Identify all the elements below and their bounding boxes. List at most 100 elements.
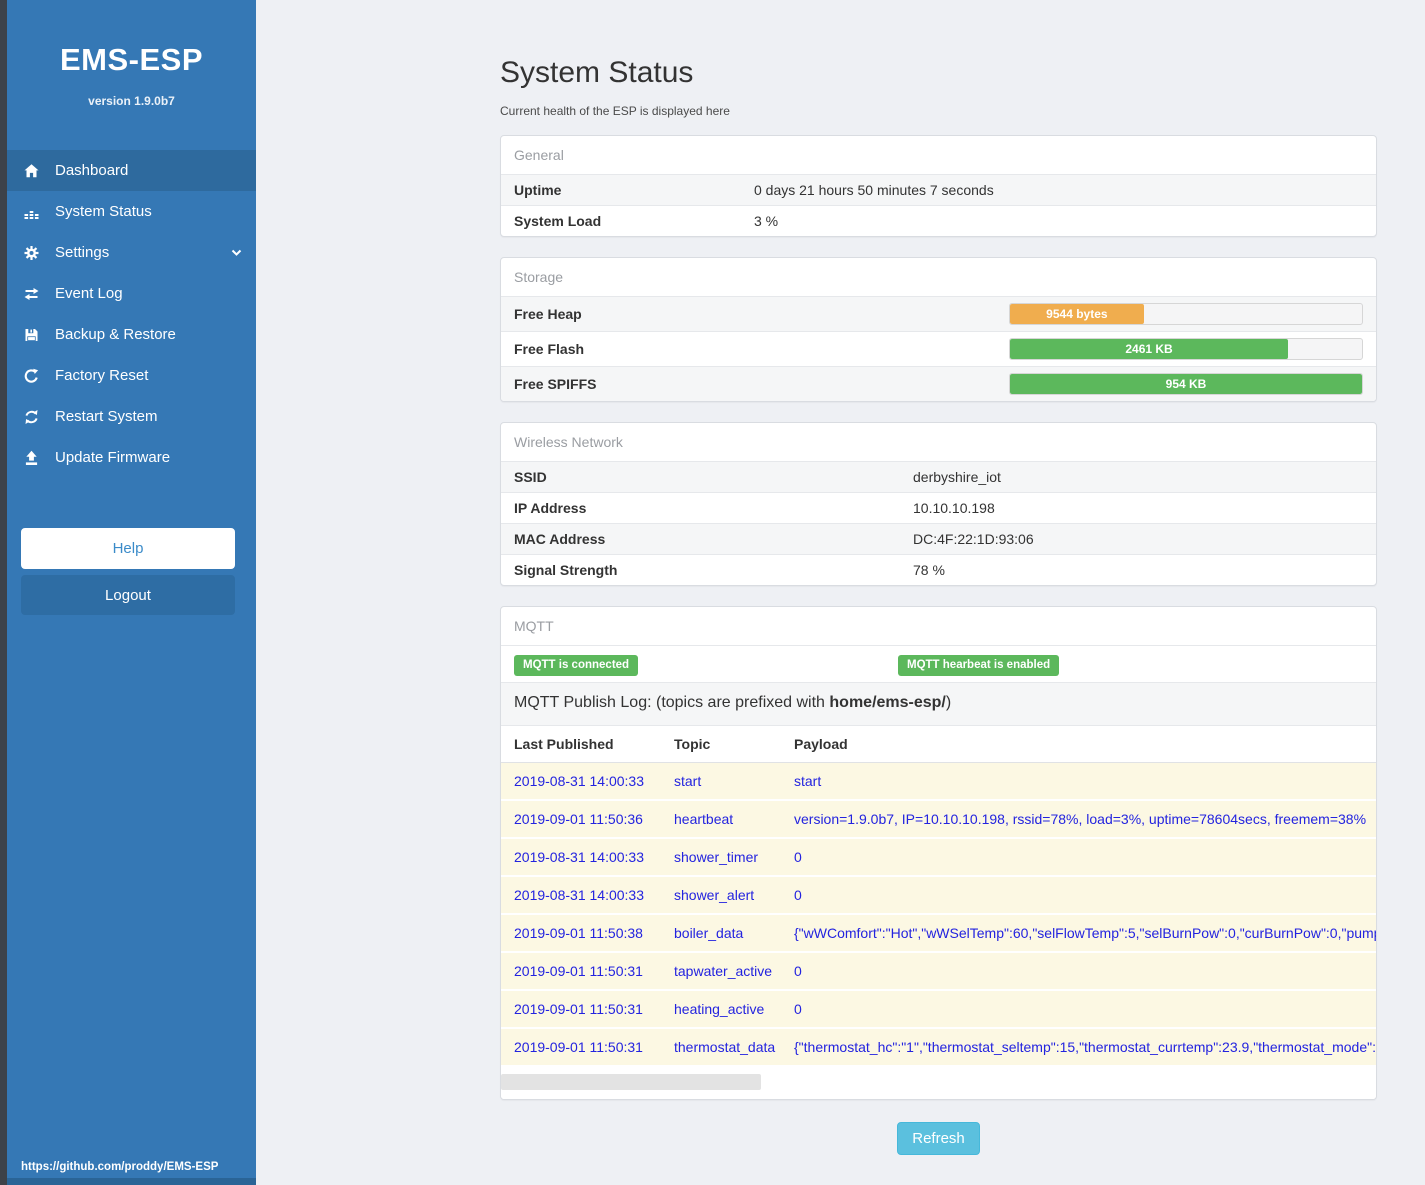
progress-bar-cell: 2461 KB bbox=[1009, 338, 1363, 360]
progress-track: 954 KB bbox=[1009, 373, 1363, 395]
sidebar-menu: Dashboard System Status Settings Event Log B… bbox=[7, 150, 256, 478]
sidebar-item-label: Dashboard bbox=[55, 162, 129, 179]
mqtt-panel: MQTT MQTT is connected MQTT hearbeat is … bbox=[500, 606, 1377, 1100]
publish-log-topic-prefix: home/ems-esp/ bbox=[829, 694, 946, 711]
home-icon bbox=[22, 163, 40, 179]
wireless-panel-title: Wireless Network bbox=[514, 434, 623, 450]
wireless-panel: Wireless Network SSID derbyshire_iot IP Ad… bbox=[500, 422, 1377, 586]
mqtt-log-payload: version=1.9.0b7, IP=10.10.10.198, rssid=… bbox=[781, 799, 1376, 838]
mqtt-publish-log-table: Last Published Topic Payload 2019-08-31 … bbox=[501, 725, 1376, 1065]
table-scroll-area bbox=[501, 1065, 1376, 1099]
page-title: System Status bbox=[500, 56, 694, 89]
sidebar-item-label: Factory Reset bbox=[55, 367, 149, 384]
mqtt-log-time: 2019-09-01 11:50:31 bbox=[501, 1027, 661, 1065]
general-panel: General Uptime 0 days 21 hours 50 minutes… bbox=[500, 135, 1377, 237]
mqtt-log-time: 2019-09-01 11:50:38 bbox=[501, 913, 661, 952]
storage-row: Free Heap 9544 bytes bbox=[501, 296, 1376, 331]
row-label: Signal Strength bbox=[514, 562, 618, 578]
mqtt-log-time: 2019-08-31 14:00:33 bbox=[501, 837, 661, 876]
sidebar-item-factory-reset[interactable]: Factory Reset bbox=[7, 355, 256, 396]
main-content: System Status Current health of the ESP … bbox=[256, 0, 1425, 1155]
github-link[interactable]: https://github.com/proddy/EMS-ESP bbox=[21, 1161, 219, 1173]
mqtt-log-topic: tapwater_active bbox=[661, 951, 781, 990]
sidebar-item-label: Restart System bbox=[55, 408, 158, 425]
mqtt-log-topic: boiler_data bbox=[661, 913, 781, 952]
sidebar-item-settings[interactable]: Settings bbox=[7, 232, 256, 273]
progress-bar-cell: 9544 bytes bbox=[1009, 303, 1363, 325]
mqtt-log-payload: start bbox=[781, 762, 1376, 800]
row-label: MAC Address bbox=[514, 531, 606, 547]
mqtt-connected-badge: MQTT is connected bbox=[514, 655, 639, 676]
sidebar-item-label: Update Firmware bbox=[55, 449, 171, 466]
row-label: Free Heap bbox=[514, 306, 582, 322]
row-value: 3 % bbox=[754, 213, 779, 229]
mqtt-log-row: 2019-09-01 11:50:36 heartbeat version=1.9.… bbox=[501, 799, 1376, 838]
row-value: 10.10.10.198 bbox=[913, 500, 995, 516]
app-brand: EMS-ESP version 1.9.0b7 bbox=[7, 0, 256, 108]
mqtt-log-row: 2019-09-01 11:50:31 tapwater_active 0 bbox=[501, 951, 1376, 990]
mqtt-log-row: 2019-09-01 11:50:31 thermostat_data {"ther… bbox=[501, 1027, 1376, 1065]
mqtt-log-time: 2019-09-01 11:50:36 bbox=[501, 799, 661, 838]
help-button[interactable]: Help bbox=[21, 528, 235, 569]
row-value: DC:4F:22:1D:93:06 bbox=[913, 531, 1034, 547]
progress-fill: 2461 KB bbox=[1010, 339, 1289, 359]
publish-log-prefix: MQTT Publish Log: (topics are prefixed w… bbox=[514, 694, 830, 711]
factory-reset-icon bbox=[22, 368, 40, 384]
mqtt-log-time: 2019-09-01 11:50:31 bbox=[501, 989, 661, 1028]
mqtt-log-topic: heating_active bbox=[661, 989, 781, 1028]
sidebar-item-label: Settings bbox=[55, 244, 110, 261]
row-label: Uptime bbox=[514, 182, 562, 198]
sidebar-item-system-status[interactable]: System Status bbox=[7, 191, 256, 232]
wireless-row: Signal Strength 78 % bbox=[501, 554, 1376, 585]
mqtt-log-row: 2019-09-01 11:50:31 heating_active 0 bbox=[501, 989, 1376, 1028]
sidebar-item-backup-restore[interactable]: Backup & Restore bbox=[7, 314, 256, 355]
mqtt-log-time: 2019-08-31 14:00:33 bbox=[501, 762, 661, 800]
sidebar-item-label: System Status bbox=[55, 203, 152, 220]
chevron-down-icon bbox=[231, 249, 242, 257]
general-row: Uptime 0 days 21 hours 50 minutes 7 secon… bbox=[501, 174, 1376, 205]
horizontal-scrollbar-thumb[interactable] bbox=[501, 1074, 761, 1090]
mqtt-log-topic: shower_timer bbox=[661, 837, 781, 876]
mqtt-publish-log-caption: MQTT Publish Log: (topics are prefixed w… bbox=[501, 682, 1376, 725]
wireless-rows: SSID derbyshire_iot IP Address 10.10.10.198… bbox=[501, 461, 1376, 585]
storage-panel-title: Storage bbox=[514, 269, 564, 285]
row-label: Free SPIFFS bbox=[514, 376, 597, 392]
col-header-topic: Topic bbox=[661, 725, 781, 763]
mqtt-log-time: 2019-08-31 14:00:33 bbox=[501, 875, 661, 914]
app-title: EMS-ESP bbox=[59, 42, 204, 77]
event-log-icon bbox=[22, 286, 40, 302]
page-subtitle: Current health of the ESP is displayed h… bbox=[500, 104, 730, 118]
mqtt-badges-row: MQTT is connected MQTT hearbeat is enabl… bbox=[501, 645, 1376, 682]
row-label: SSID bbox=[514, 469, 547, 485]
mqtt-log-topic: start bbox=[661, 762, 781, 800]
sidebar-item-event-log[interactable]: Event Log bbox=[7, 273, 256, 314]
system-status-icon bbox=[22, 204, 40, 220]
table-header-row: Last Published Topic Payload bbox=[501, 725, 1376, 763]
sidebar: EMS-ESP version 1.9.0b7 Dashboard System … bbox=[0, 0, 256, 1185]
backup-icon bbox=[22, 327, 40, 343]
gear-icon bbox=[22, 245, 40, 261]
logout-button[interactable]: Logout bbox=[21, 575, 235, 615]
mqtt-log-topic: thermostat_data bbox=[661, 1027, 781, 1065]
mqtt-log-payload: 0 bbox=[781, 951, 1376, 990]
mqtt-log-topic: heartbeat bbox=[661, 799, 781, 838]
progress-fill: 954 KB bbox=[1010, 374, 1362, 394]
row-label: System Load bbox=[514, 213, 602, 229]
sidebar-bottom-strip bbox=[7, 1178, 256, 1185]
storage-row: Free SPIFFS 954 KB bbox=[501, 366, 1376, 401]
sidebar-item-restart-system[interactable]: Restart System bbox=[7, 396, 256, 437]
storage-panel: Storage Free Heap 9544 bytes Free Flash 246… bbox=[500, 257, 1377, 402]
refresh-button[interactable]: Refresh bbox=[897, 1122, 980, 1155]
upload-icon bbox=[22, 450, 40, 466]
col-header-payload: Payload bbox=[781, 725, 1376, 763]
mqtt-log-payload: 0 bbox=[781, 989, 1376, 1028]
progress-track: 9544 bytes bbox=[1009, 303, 1363, 325]
mqtt-log-payload: {"thermostat_hc":"1","thermostat_seltemp… bbox=[781, 1027, 1376, 1065]
restart-icon bbox=[22, 409, 40, 425]
sidebar-item-update-firmware[interactable]: Update Firmware bbox=[7, 437, 256, 478]
row-value: 0 days 21 hours 50 minutes 7 seconds bbox=[754, 182, 994, 198]
progress-track: 2461 KB bbox=[1009, 338, 1363, 360]
publish-log-suffix: ) bbox=[945, 694, 952, 711]
sidebar-item-dashboard[interactable]: Dashboard bbox=[7, 150, 256, 191]
row-label: IP Address bbox=[514, 500, 587, 516]
